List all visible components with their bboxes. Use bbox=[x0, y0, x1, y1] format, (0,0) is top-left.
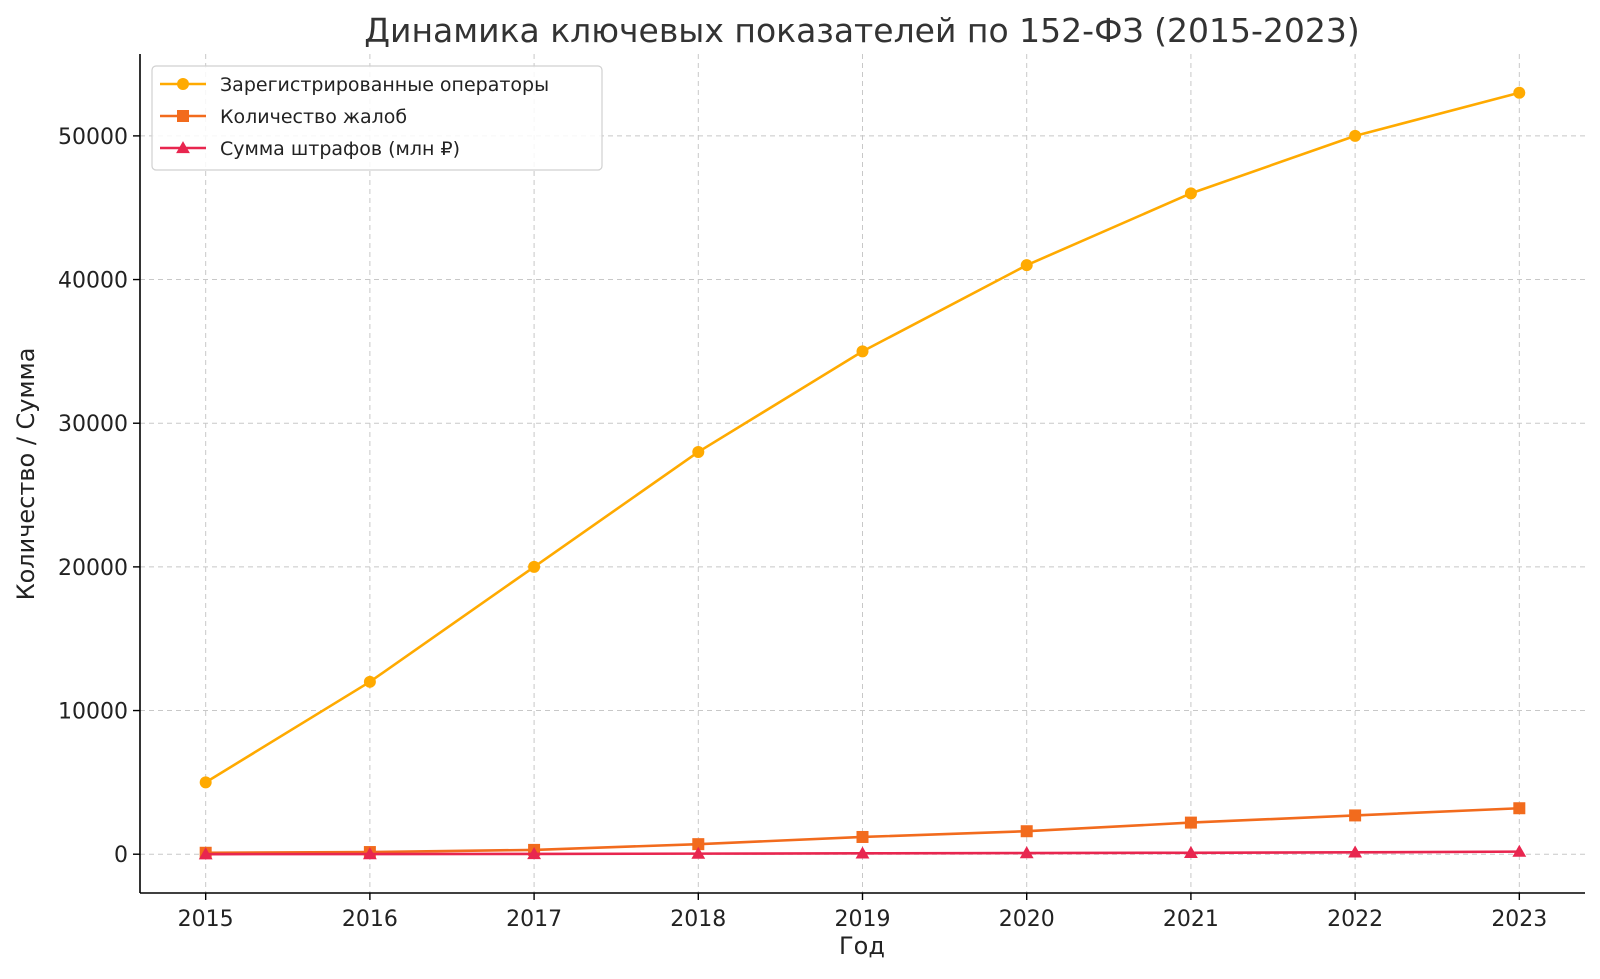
series-3 bbox=[198, 844, 1527, 860]
legend-label: Количество жалоб bbox=[220, 106, 407, 128]
y-tick-label: 10000 bbox=[58, 700, 128, 725]
x-tick-label: 2015 bbox=[178, 907, 234, 932]
series-2-point bbox=[692, 838, 705, 851]
series-1-point bbox=[363, 675, 376, 688]
series-1-point bbox=[856, 345, 869, 358]
series-1-point bbox=[692, 445, 705, 458]
y-tick-label: 30000 bbox=[58, 412, 128, 437]
y-tick-label: 20000 bbox=[58, 556, 128, 581]
series-3-point bbox=[362, 847, 377, 860]
legend-box bbox=[151, 65, 603, 171]
legend-label: Зарегистрированные операторы bbox=[220, 74, 549, 96]
ticks: 2015 2016 2017 2018 2019 2020 2021 2022 2023 0 100… bbox=[58, 125, 1547, 932]
series-3-point bbox=[855, 846, 870, 859]
series-1-point bbox=[528, 560, 541, 573]
series-2-point bbox=[1513, 802, 1526, 815]
series-1-point bbox=[1184, 187, 1197, 200]
legend-swatch-marker bbox=[176, 141, 190, 154]
x-tick-label: 2016 bbox=[342, 907, 398, 932]
legend: Зарегистрированные операторы Количество ж… bbox=[151, 65, 603, 171]
series-1-point bbox=[1513, 86, 1526, 99]
series-3-point bbox=[1512, 844, 1527, 857]
legend-label: Сумма штрафов (млн ₽) bbox=[220, 138, 460, 160]
x-tick-label: 2017 bbox=[506, 907, 562, 932]
chart-title: Динамика ключевых показателей по 152-ФЗ … bbox=[364, 11, 1360, 50]
legend-item-3: Сумма штрафов (млн ₽) bbox=[160, 138, 460, 160]
legend-item-2: Количество жалоб bbox=[160, 106, 407, 128]
x-tick-label: 2020 bbox=[999, 907, 1055, 932]
series-2-point bbox=[1020, 825, 1033, 838]
series-3-point bbox=[527, 847, 541, 860]
series-3-point bbox=[1184, 845, 1198, 858]
series-3-point bbox=[198, 847, 213, 860]
series-1-point bbox=[1020, 259, 1033, 272]
y-tick-label: 50000 bbox=[58, 125, 128, 150]
series bbox=[198, 86, 1527, 860]
x-tick-label: 2019 bbox=[835, 907, 891, 932]
series-2-point bbox=[1184, 816, 1197, 829]
x-tick-label: 2023 bbox=[1491, 907, 1547, 932]
grid bbox=[140, 54, 1585, 893]
legend-swatch-marker bbox=[177, 78, 189, 90]
x-tick-label: 2021 bbox=[1163, 907, 1219, 932]
series-1 bbox=[199, 86, 1526, 789]
y-axis-label: Количество / Сумма bbox=[12, 348, 40, 601]
y-tick-label: 40000 bbox=[58, 269, 128, 294]
series-2-point bbox=[1349, 809, 1362, 822]
x-tick-label: 2022 bbox=[1327, 907, 1383, 932]
series-1-point bbox=[199, 776, 212, 789]
legend-swatch-marker bbox=[177, 110, 189, 122]
x-axis-label: Год bbox=[839, 932, 885, 960]
series-3-point bbox=[1019, 846, 1034, 859]
series-1-point bbox=[1349, 129, 1362, 142]
x-tick-label: 2018 bbox=[670, 907, 726, 932]
series-3-point bbox=[691, 846, 706, 859]
y-tick-label: 0 bbox=[114, 843, 128, 868]
legend-item-1: Зарегистрированные операторы bbox=[160, 74, 549, 96]
series-3-point bbox=[1348, 845, 1363, 858]
series-2-point bbox=[856, 830, 869, 843]
